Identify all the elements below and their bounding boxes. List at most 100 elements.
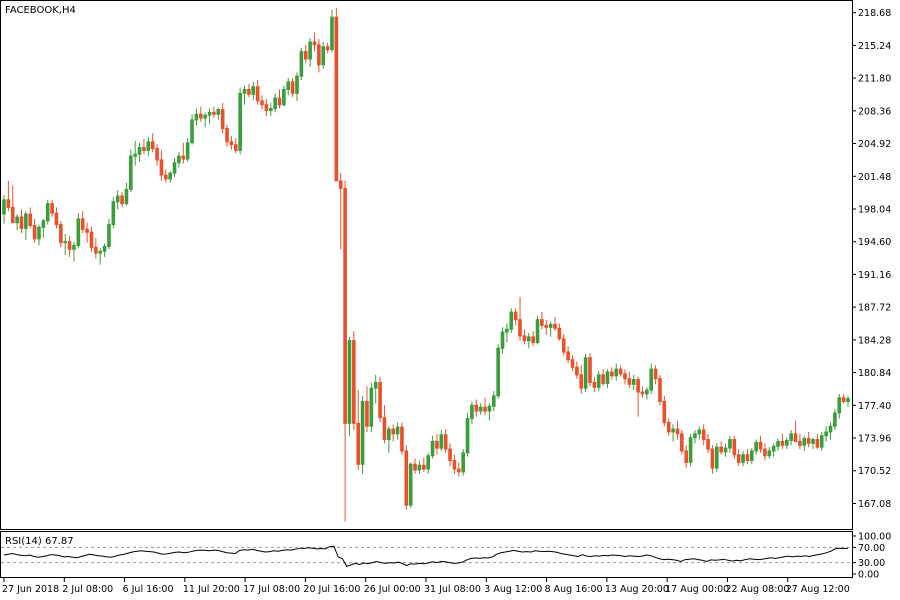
- candle-body: [487, 405, 492, 412]
- candle-body: [671, 428, 675, 433]
- candle-body: [37, 226, 41, 240]
- candle-body: [649, 368, 654, 391]
- candle-body: [2, 199, 6, 215]
- candle-body: [833, 412, 837, 427]
- candle-body: [15, 216, 19, 224]
- candle-body: [592, 381, 597, 388]
- candle-body: [268, 108, 273, 111]
- candle-body: [811, 439, 815, 444]
- candle-body: [627, 378, 632, 385]
- candle-body: [688, 437, 693, 463]
- candle-body: [566, 351, 570, 361]
- price-panel-frame: [0, 0, 853, 530]
- candle-body: [618, 368, 623, 375]
- time-tick-label: 2 Jul 08:00: [62, 584, 113, 595]
- candle-body: [80, 218, 85, 230]
- price-tick-label: 215.24: [858, 41, 891, 52]
- candle-body: [260, 100, 264, 106]
- candle-body: [207, 111, 212, 116]
- candle-body: [789, 433, 793, 441]
- candle-body: [505, 328, 509, 333]
- candle-body: [596, 374, 601, 388]
- candle-body: [570, 359, 575, 368]
- rsi-levels: [1, 546, 852, 564]
- candle-body: [89, 231, 94, 248]
- candle-body: [190, 119, 194, 144]
- price-tick-label: 173.96: [858, 434, 891, 445]
- candle-body: [373, 381, 378, 389]
- candle-body: [98, 250, 103, 254]
- candle-body: [343, 187, 347, 424]
- candle-body: [461, 452, 465, 473]
- candle-body: [404, 450, 409, 506]
- price-tick-label: 170.52: [858, 466, 891, 477]
- candle-body: [819, 435, 824, 448]
- candle-body: [159, 159, 164, 176]
- price-axis: 218.68 215.24 211.80 208.36 204.92 201.48 198.…: [852, 8, 891, 510]
- candle-body: [741, 454, 745, 463]
- candle-body: [150, 141, 155, 149]
- candle-body: [719, 446, 723, 453]
- price-tick-label: 198.04: [858, 204, 891, 215]
- candle-body: [509, 311, 514, 330]
- candle-body: [605, 371, 610, 384]
- candle-body: [474, 404, 479, 412]
- candle-body: [330, 16, 334, 51]
- candle-body: [496, 347, 500, 397]
- candle-body: [6, 199, 11, 208]
- candle-body: [483, 406, 487, 412]
- candle-body: [837, 397, 842, 414]
- candle-body: [435, 440, 439, 449]
- price-tick-label: 201.48: [858, 172, 891, 183]
- candle-body: [426, 455, 430, 470]
- candle-body: [697, 429, 702, 435]
- candle-body: [321, 46, 326, 66]
- candle-body: [308, 41, 312, 60]
- candle-body: [544, 324, 549, 328]
- price-tick-label: 187.72: [858, 303, 891, 314]
- candle-body: [142, 147, 146, 151]
- time-tick-label: 27 Jun 2018: [2, 584, 59, 595]
- candle-body: [325, 46, 330, 51]
- candle-body: [693, 433, 697, 439]
- candle-body: [470, 404, 474, 420]
- candle-body: [312, 41, 317, 46]
- candle-body: [610, 371, 614, 377]
- candle-body: [282, 89, 286, 106]
- candle-body: [662, 400, 667, 423]
- candle-body: [185, 142, 190, 160]
- chart-title: FACEBOOK,H4: [5, 5, 76, 16]
- candle-body: [85, 228, 89, 233]
- rsi-tick-label: 30.00: [858, 558, 885, 569]
- candle-body: [391, 428, 396, 435]
- candle-body: [352, 340, 356, 424]
- candle-body: [413, 463, 417, 471]
- candle-body: [784, 439, 789, 446]
- time-tick-label: 3 Aug 12:00: [484, 584, 542, 595]
- time-tick-label: 6 Jul 16:00: [123, 584, 174, 595]
- candle-body: [94, 246, 98, 254]
- price-tick-label: 180.84: [858, 368, 891, 379]
- candle-body: [465, 418, 470, 454]
- candle-body: [645, 389, 649, 395]
- candle-body: [356, 422, 361, 465]
- time-tick-label: 8 Aug 16:00: [545, 584, 603, 595]
- candle-body: [124, 188, 129, 205]
- time-tick-label: 27 Aug 12:00: [786, 584, 850, 595]
- candle-body: [417, 464, 422, 471]
- candle-body: [439, 434, 444, 449]
- candle-body: [72, 245, 76, 250]
- candle-body: [264, 104, 269, 111]
- rsi-panel-frame: [0, 531, 853, 578]
- candle-body: [408, 463, 413, 506]
- candle-body: [614, 368, 619, 377]
- candle-body: [286, 81, 291, 91]
- candle-body: [728, 439, 732, 449]
- candle-body: [382, 417, 387, 441]
- rsi-title: RSI(14) 67.87: [5, 536, 74, 547]
- time-tick-label: 17 Jul 08:00: [243, 584, 300, 595]
- candle-body: [400, 426, 404, 452]
- candle-body: [802, 438, 807, 446]
- candle-body: [59, 224, 63, 244]
- candle-body: [203, 114, 207, 119]
